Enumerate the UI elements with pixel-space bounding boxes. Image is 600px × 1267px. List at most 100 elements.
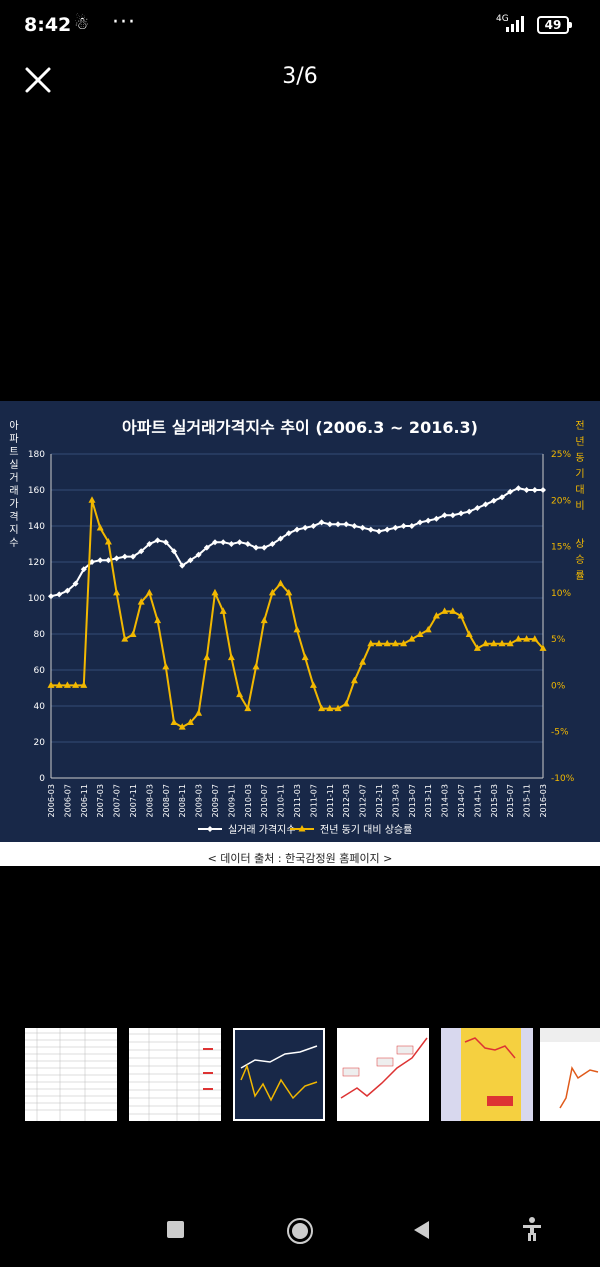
index-data-point [482, 501, 489, 508]
thumbnail-table-image [25, 1028, 117, 1121]
legend-rate-marker [298, 825, 306, 832]
index-data-point [228, 541, 235, 547]
x-tick-label: 2010-11 [277, 784, 286, 817]
index-data-point [121, 553, 128, 560]
rate-data-point [506, 639, 514, 647]
thumbnail-table-image [129, 1028, 221, 1121]
index-data-point [244, 541, 251, 547]
y-left-tick-label: 180 [28, 450, 45, 460]
index-data-point [162, 539, 169, 546]
index-data-point [499, 494, 505, 501]
index-data-point [253, 544, 259, 551]
y-axis-right-label-char: 년 [575, 436, 584, 448]
index-data-point [105, 557, 112, 564]
index-data-point [138, 548, 145, 555]
x-tick-label: 2013-11 [424, 784, 433, 817]
index-data-point [474, 505, 481, 511]
index-data-point [425, 517, 432, 524]
x-tick-label: 2012-03 [342, 784, 351, 817]
battery-level: 49 [544, 18, 562, 32]
back-triangle-icon[interactable] [412, 1220, 432, 1240]
rate-data-point [539, 644, 547, 651]
rate-data-point [104, 537, 112, 545]
accessibility-icon[interactable] [521, 1216, 543, 1242]
x-tick-label: 2007-07 [113, 784, 122, 817]
index-data-point [343, 521, 350, 528]
x-tick-label: 2011-07 [309, 784, 318, 817]
thumbnail-2[interactable] [129, 1028, 221, 1121]
index-data-point [523, 487, 530, 493]
index-data-point [367, 526, 374, 533]
rate-data-point [47, 681, 55, 688]
y-left-tick-label: 0 [39, 774, 45, 784]
x-tick-label: 2015-11 [523, 784, 532, 817]
viewer-top-bar: 3/6 [0, 52, 600, 112]
thumbnail-1[interactable] [25, 1028, 117, 1121]
index-data-point [326, 521, 333, 528]
x-tick-label: 2014-03 [441, 784, 450, 817]
thumbnail-line-chart-image [540, 1028, 600, 1109]
rate-data-point [227, 653, 235, 661]
rate-data-point [449, 607, 457, 614]
x-tick-label: 2012-07 [359, 784, 368, 817]
rate-data-point [383, 639, 391, 647]
index-data-point [351, 523, 358, 529]
index-data-point [89, 559, 95, 565]
y-axis-left-label-char: 격 [9, 510, 18, 523]
index-data-point [392, 524, 399, 531]
rate-data-point [203, 653, 211, 661]
index-data-point [80, 566, 87, 573]
rate-data-point [309, 681, 317, 688]
y-left-tick-label: 100 [28, 594, 45, 604]
x-tick-label: 2006-03 [47, 784, 56, 817]
recents-square-icon[interactable] [166, 1220, 186, 1240]
thumbnail-line-chart-image [340, 1037, 428, 1099]
legend-index-marker [207, 826, 213, 832]
y-left-tick-label: 20 [34, 738, 46, 748]
index-data-point [515, 485, 522, 492]
thumbnail-6[interactable] [540, 1028, 600, 1121]
index-data-point [466, 508, 473, 515]
y-axis-right-label-char: 기 [575, 468, 584, 480]
index-data-point [417, 519, 423, 526]
x-tick-label: 2010-03 [244, 784, 253, 817]
rate-data-point [318, 704, 326, 712]
thumbnail-5[interactable] [441, 1028, 533, 1121]
rate-data-point [260, 616, 268, 624]
rate-data-point [113, 588, 121, 596]
index-data-point [449, 512, 456, 519]
y-axis-left-label-char: 아 [9, 420, 18, 432]
y-axis-right-label-char: 상 [575, 538, 584, 550]
rate-data-point [473, 644, 481, 651]
index-data-point [212, 539, 218, 546]
index-data-point [56, 591, 63, 598]
rate-data-point [137, 598, 145, 605]
index-data-point [261, 544, 268, 551]
x-tick-label: 2008-11 [178, 784, 187, 817]
x-tick-label: 2013-03 [391, 784, 400, 817]
rate-data-point [80, 681, 88, 688]
y-axis-left-label-char: 수 [9, 537, 18, 549]
index-data-point [179, 562, 186, 569]
rate-data-point [432, 612, 440, 619]
y-left-tick-label: 40 [34, 702, 46, 712]
thumbnail-3-selected[interactable] [233, 1028, 325, 1121]
chart-background [0, 401, 600, 842]
x-tick-label: 2007-03 [96, 784, 105, 817]
thumbnail-4[interactable] [337, 1028, 429, 1121]
chart-legend: 실거래 가격지수 전년 동기 대비 상승률 [198, 823, 412, 836]
rate-data-point [514, 635, 522, 642]
x-tick-label: 2012-11 [375, 784, 384, 817]
y-right-tick-label: -5% [551, 728, 569, 738]
x-tick-label: 2016-03 [539, 784, 548, 817]
close-icon[interactable] [22, 64, 54, 96]
battery-icon: 49 [537, 16, 572, 34]
rate-data-point [457, 612, 465, 619]
thumbnail-bar-chart-image [461, 1028, 521, 1121]
home-circle-icon[interactable] [286, 1217, 314, 1245]
index-data-point [441, 512, 448, 519]
index-data-point [540, 487, 546, 493]
rate-data-point [293, 625, 301, 633]
